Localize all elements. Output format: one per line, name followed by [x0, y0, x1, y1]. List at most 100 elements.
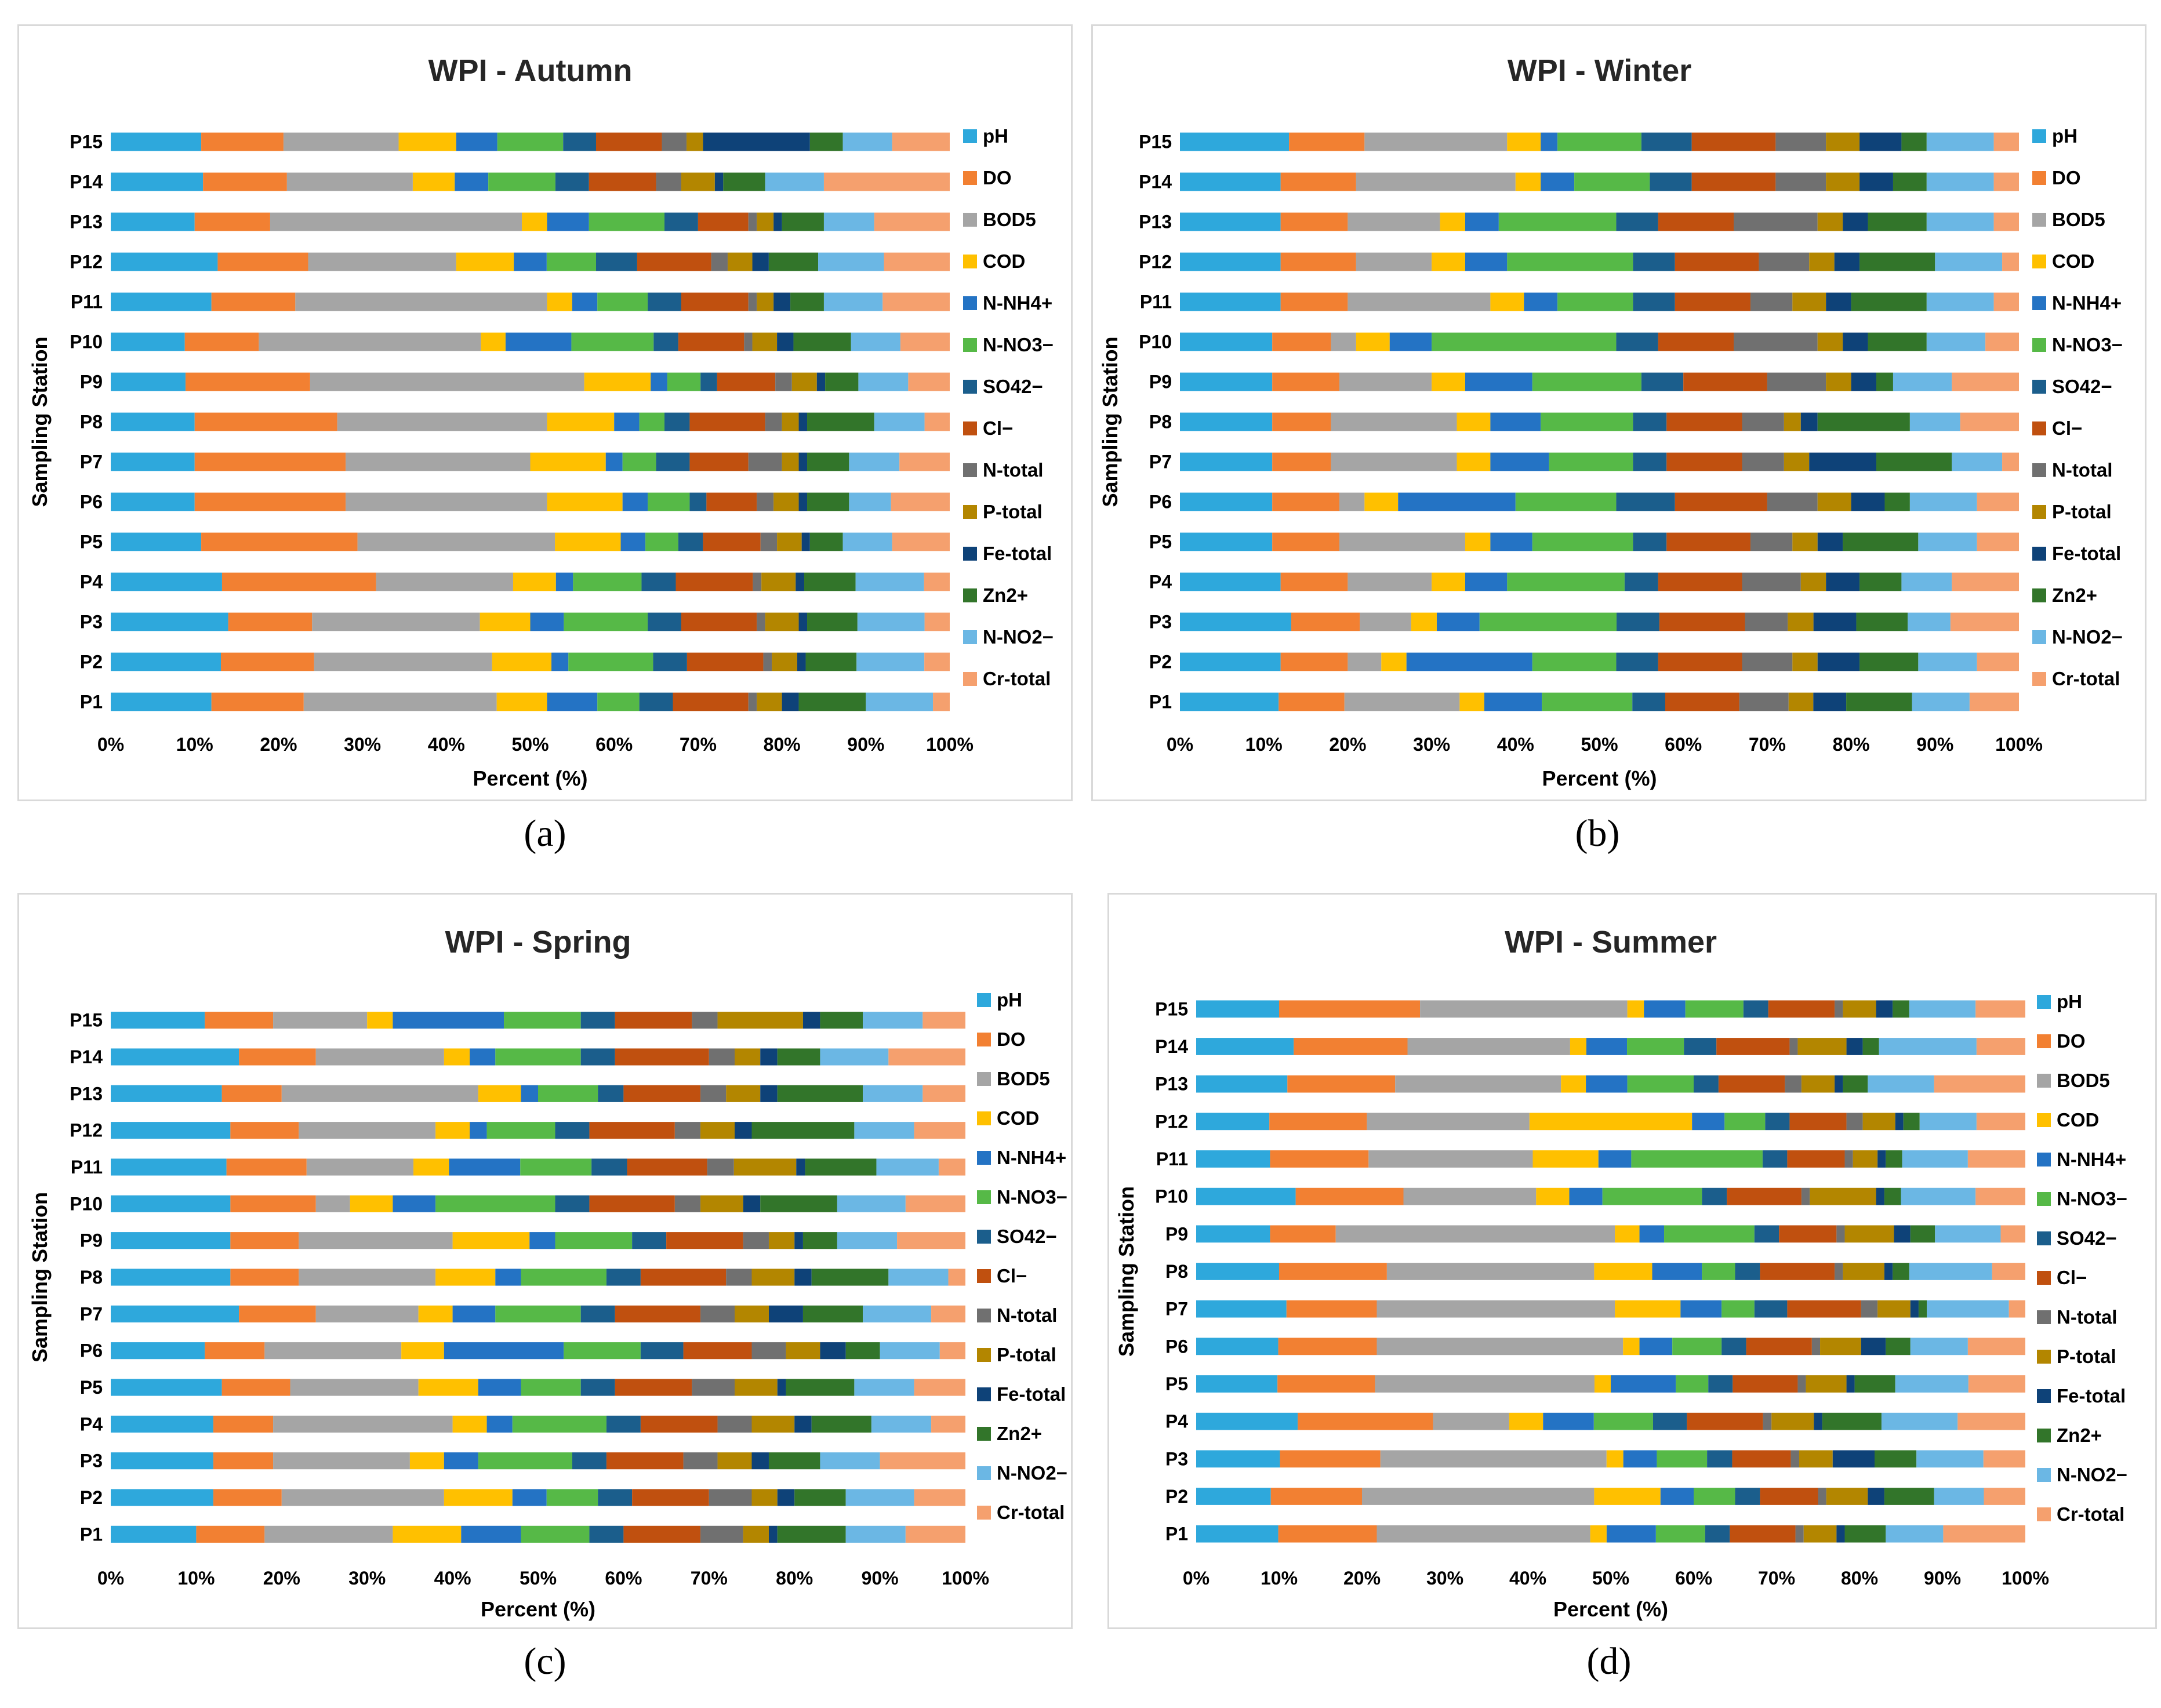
bar-segment-n-nh4-p4 — [555, 572, 573, 591]
bar-segment-n-no2-p1 — [866, 692, 934, 711]
bar-segment-cl-p12 — [589, 1122, 675, 1139]
bar-segment-p-total-p3 — [1799, 1450, 1833, 1468]
bar-segment-n-no3-p8 — [1702, 1263, 1735, 1280]
caption-d: (d) — [1586, 1640, 1632, 1682]
bar-segment-n-no2-p12 — [1935, 252, 2003, 271]
bar-segment-zn2-p13 — [777, 1085, 863, 1102]
legend-label-n-no3: N-NO3− — [2052, 334, 2123, 355]
y-tick-label: P10 — [70, 1193, 103, 1214]
bar-segment-n-total-p9 — [775, 372, 792, 391]
legend-swatch-n-total — [977, 1309, 991, 1322]
bar-segment-n-no2-p7 — [1927, 1300, 2009, 1318]
bar-segment-bod5-p4 — [1433, 1412, 1509, 1430]
bar-segment-p-total-p14 — [735, 1048, 761, 1066]
bar-segment-n-no2-p2 — [856, 652, 925, 671]
bar-segment-n-nh4-p2 — [551, 652, 569, 671]
bar-segment-cr-total-p11 — [1993, 292, 2019, 311]
bar-segment-zn2-p2 — [1859, 652, 1919, 671]
y-tick-label: P12 — [1155, 1111, 1188, 1132]
legend-label-so42: SO42− — [2057, 1227, 2117, 1249]
chart-title: WPI - Autumn — [428, 53, 633, 88]
bar-segment-n-no3-p3 — [564, 612, 648, 631]
bar-segment-n-no2-p7 — [849, 452, 900, 471]
bar-segment-n-no2-p9 — [858, 372, 909, 391]
bar-segment-cr-total-p11 — [1967, 1150, 2025, 1168]
bar-segment-cod-p6 — [1623, 1338, 1640, 1356]
bar-segment-n-no3-p8 — [1541, 412, 1633, 431]
bar-segment-n-nh4-p6 — [622, 492, 648, 511]
bar-segment-n-nh4-p9 — [651, 372, 667, 391]
bar-segment-bod5-p7 — [346, 452, 531, 471]
bar-segment-n-no3-p5 — [1532, 532, 1633, 551]
bar-segment-n-no3-p8 — [521, 1269, 606, 1286]
bar-segment-cl-p8 — [1666, 412, 1742, 431]
bar-segment-n-no2-p15 — [1926, 132, 1994, 151]
bar-segment-n-total-p11 — [748, 292, 757, 311]
legend-swatch-cr-total — [2032, 672, 2046, 686]
y-tick-label: P2 — [80, 1487, 103, 1508]
bar-segment-cl-p12 — [1675, 252, 1759, 271]
bar-segment-zn2-p13 — [782, 212, 824, 231]
bar-segment-ph-p11 — [1180, 292, 1281, 311]
bar-segment-n-total-p13 — [1785, 1075, 1802, 1093]
bar-segment-p-total-p8 — [1843, 1263, 1884, 1280]
bar-segment-bod5-p7 — [315, 1305, 419, 1322]
bar-segment-n-nh4-p15 — [456, 132, 497, 151]
bar-segment-do-p8 — [230, 1269, 299, 1286]
bar-segment-n-no3-p9 — [667, 372, 701, 391]
bar-segment-n-no2-p10 — [1901, 1187, 1976, 1205]
bar-segment-n-no3-p10 — [1602, 1187, 1702, 1205]
bar-segment-n-no2-p13 — [863, 1085, 923, 1102]
legend-label-fe-total: Fe-total — [997, 1383, 1066, 1405]
legend-swatch-n-total — [2032, 463, 2046, 477]
bar-segment-p-total-p7 — [782, 452, 799, 471]
legend-swatch-do — [963, 171, 977, 185]
bar-segment-n-nh4-p8 — [1652, 1263, 1702, 1280]
bar-segment-so42-p13 — [664, 212, 698, 231]
bar-segment-p-total-p15 — [717, 1012, 803, 1029]
bar-segment-n-no3-p2 — [1532, 652, 1617, 671]
bar-segment-fe-total-p11 — [773, 292, 791, 311]
legend-swatch-cod — [2037, 1113, 2051, 1127]
legend-label-zn2: Zn2+ — [997, 1423, 1042, 1444]
bar-segment-zn2-p14 — [1862, 1038, 1879, 1055]
bar-segment-n-no2-p14 — [765, 172, 824, 191]
bar-segment-so42-p15 — [1743, 1000, 1768, 1018]
bar-segment-fe-total-p8 — [794, 1269, 812, 1286]
legend-label-n-total: N-total — [983, 459, 1043, 481]
x-tick-label: 40% — [1497, 734, 1534, 755]
x-tick-label: 70% — [691, 1568, 728, 1589]
bar-segment-fe-total-p15 — [1876, 1000, 1893, 1018]
x-tick-label: 10% — [1245, 734, 1283, 755]
bar-segment-cl-p11 — [1675, 292, 1750, 311]
bar-segment-cl-p2 — [687, 652, 764, 671]
bar-segment-cod-p15 — [367, 1012, 393, 1029]
bar-segment-ph-p3 — [111, 612, 228, 631]
bar-segment-so42-p5 — [1708, 1375, 1733, 1393]
legend-label-so42: SO42− — [2052, 376, 2112, 397]
y-tick-label: P7 — [80, 1303, 103, 1324]
bar-segment-ph-p12 — [1180, 252, 1281, 271]
bar-segment-ph-p12 — [111, 1122, 231, 1139]
bar-segment-so42-p12 — [1633, 252, 1675, 271]
bar-segment-ph-p13 — [1180, 212, 1281, 231]
bar-segment-n-no2-p6 — [1910, 1338, 1968, 1356]
bar-segment-cod-p3 — [409, 1452, 444, 1470]
y-tick-label: P13 — [1155, 1074, 1188, 1095]
bar-segment-zn2-p14 — [1893, 172, 1927, 191]
legend-label-cr-total: Cr-total — [997, 1502, 1065, 1523]
bar-segment-n-no2-p14 — [1926, 172, 1994, 191]
legend-swatch-p-total — [2032, 505, 2046, 519]
x-tick-label: 90% — [1916, 734, 1953, 755]
bar-segment-fe-total-p3 — [751, 1452, 769, 1470]
bar-segment-fe-total-p3 — [798, 612, 808, 631]
bar-segment-bod5-p3 — [273, 1452, 410, 1470]
bar-segment-zn2-p13 — [1868, 212, 1927, 231]
y-tick-label: P6 — [80, 492, 103, 513]
bar-segment-do-p7 — [1286, 1300, 1377, 1318]
bar-segment-n-no2-p11 — [876, 1158, 939, 1176]
bar-segment-n-no2-p4 — [855, 572, 924, 591]
bar-segment-n-total-p6 — [751, 1342, 786, 1360]
bar-segment-n-no2-p12 — [854, 1122, 914, 1139]
chart-summer: WPI - Summer P15 P14 P13 P12 P11 P10 P9 P8 P7 P6 P5… — [1114, 925, 2127, 1621]
